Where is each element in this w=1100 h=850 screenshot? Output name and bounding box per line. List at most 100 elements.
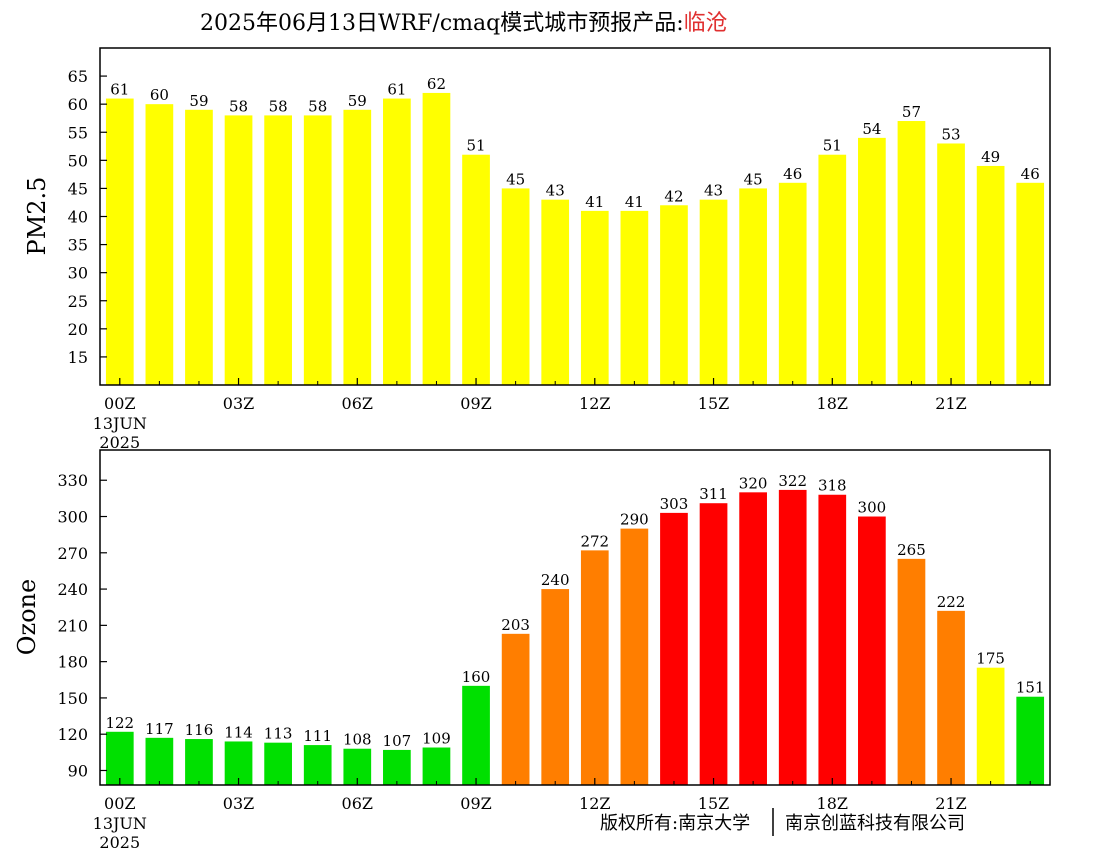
ozone-ytick-label: 90 [68,761,88,780]
pm25-bar [343,109,372,386]
ozone-value-label: 240 [541,571,570,589]
pm25-date-label: 2025 [99,433,140,452]
ozone-date-label: 13JUN [93,814,147,833]
pm25-bar [1016,182,1045,385]
ozone-bar [501,633,530,785]
pm25-ytick-label: 60 [68,95,88,114]
ozone-value-label: 108 [343,731,372,749]
pm25-bar [699,199,728,385]
ozone-value-label: 151 [1016,679,1045,697]
pm25-xtick-label: 18Z [817,394,848,413]
pm25-bar [937,143,965,385]
ozone-value-label: 122 [105,714,134,732]
pm25-ytick-label: 35 [68,236,88,255]
pm25-bar [462,154,490,385]
ozone-bar [185,739,213,785]
ozone-bar [383,749,411,785]
pm25-bar [185,109,213,386]
ozone-bar [897,558,926,785]
pm25-ytick-label: 30 [68,264,88,283]
ozone-xtick-label: 00Z [104,794,135,813]
ozone-bar [858,516,886,785]
ozone-ytick-label: 270 [57,544,88,563]
ozone-xtick-label: 21Z [935,794,966,813]
ozone-xtick-label: 12Z [579,794,610,813]
pm25-value-label: 42 [664,187,683,205]
ozone-ytick-label: 240 [57,580,88,599]
ozone-ytick-label: 330 [57,471,88,490]
ozone-bar [739,492,767,785]
ozone-bar [264,742,292,785]
ozone-value-label: 320 [739,474,768,492]
title-city: 临沧 [684,11,728,36]
pm25-bar [383,98,411,386]
pm25-value-label: 41 [585,193,604,211]
pm25-bar [620,210,649,385]
pm25-xtick-label: 21Z [935,394,966,413]
pm25-value-label: 54 [862,120,881,138]
pm25-xtick-label: 03Z [223,394,254,413]
ozone-date-label: 2025 [99,833,140,850]
pm25-ytick-label: 50 [68,151,88,170]
pm25-ytick-label: 25 [68,292,88,311]
ozone-xtick-label: 06Z [342,794,373,813]
ozone-value-label: 265 [897,541,926,559]
pm25-value-label: 60 [150,86,169,104]
ozone-bar [660,512,688,785]
chart-title: 2025年06月13日WRF/cmaq模式城市预报产品:临沧 [200,11,728,36]
pm25-value-label: 59 [189,92,208,110]
pm25-ytick-label: 40 [68,208,88,227]
ozone-value-label: 111 [303,727,332,745]
pm25-bar [897,121,926,386]
ozone-xtick-label: 09Z [460,794,491,813]
pm25-xtick-label: 06Z [342,394,373,413]
ozone-bar [699,503,728,785]
pm25-value-label: 61 [110,81,129,99]
ozone-value-label: 203 [501,616,530,634]
ozone-ytick-label: 150 [57,689,88,708]
ozone-bar [105,731,134,785]
pm25-ytick-label: 55 [68,123,88,142]
pm25-value-label: 58 [308,97,327,115]
ozone-bar [778,489,807,785]
pm25-value-label: 53 [941,125,960,143]
ozone-value-label: 311 [699,485,728,503]
pm25-bar [778,182,807,385]
pm25-value-label: 62 [427,75,446,93]
pm25-bar [580,210,609,385]
copyright-right: 南京创蓝科技有限公司 [785,813,965,834]
ozone-bar [620,528,649,785]
ozone-value-label: 175 [976,650,1005,668]
ozone-bar [580,550,609,785]
ozone-bar [462,685,490,785]
ozone-value-label: 222 [937,593,966,611]
ozone-bar [224,741,253,785]
pm25-ytick-label: 20 [68,320,88,339]
ozone-value-label: 160 [462,668,491,686]
pm25-bar [145,104,174,386]
pm25-bar [303,115,332,386]
ozone-xtick-label: 03Z [223,794,254,813]
pm25-value-label: 45 [506,170,525,188]
pm25-xtick-label: 12Z [579,394,610,413]
ozone-xtick-label: 18Z [817,794,848,813]
pm25-bar [976,165,1005,385]
ozone-ytick-label: 120 [57,725,88,744]
ozone-bar [145,737,174,785]
pm25-value-label: 43 [546,182,565,200]
pm25-bar [541,199,570,385]
ozone-value-label: 322 [778,472,807,490]
pm25-value-label: 46 [1021,165,1040,183]
ozone-value-label: 114 [224,723,253,741]
pm25-ytick-label: 15 [68,348,88,367]
pm25-date-label: 13JUN [93,414,147,433]
ozone-value-label: 117 [145,720,174,738]
ozone-bar [422,747,451,785]
pm25-ylabel: PM2.5 [23,177,51,256]
ozone-value-label: 109 [422,730,451,748]
title-prefix: 2025年06月13日WRF/cmaq模式城市预报产品: [200,11,684,36]
ozone-ytick-label: 210 [57,616,88,635]
ozone-bar [1016,696,1045,785]
